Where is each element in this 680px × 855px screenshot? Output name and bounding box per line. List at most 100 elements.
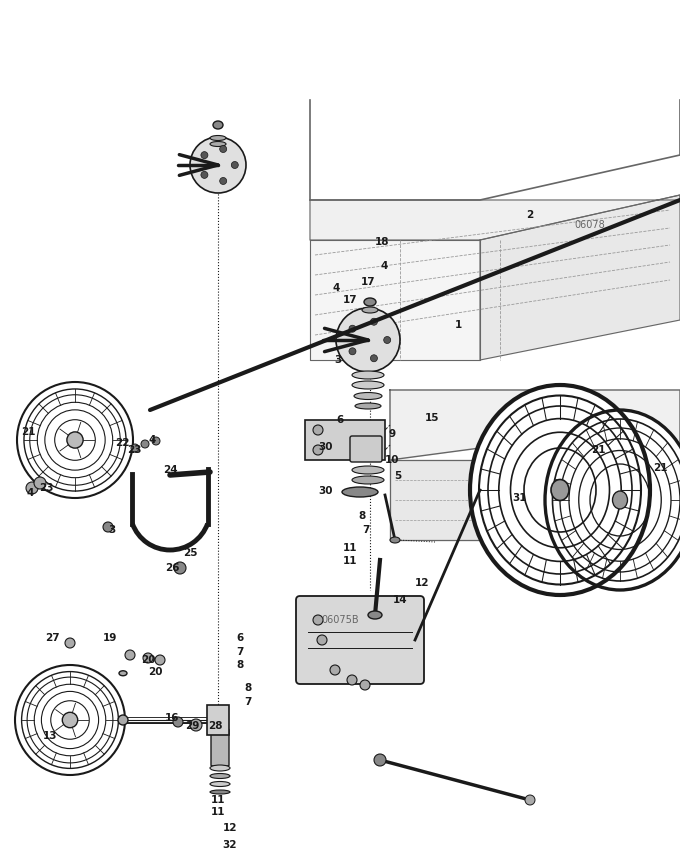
Ellipse shape xyxy=(210,790,230,794)
Circle shape xyxy=(220,145,226,152)
Text: 9: 9 xyxy=(388,429,396,439)
Circle shape xyxy=(63,712,78,728)
Text: 22: 22 xyxy=(115,438,129,448)
Ellipse shape xyxy=(119,671,127,675)
Text: 7: 7 xyxy=(362,525,370,535)
Circle shape xyxy=(174,562,186,574)
Circle shape xyxy=(525,795,535,805)
Text: 20: 20 xyxy=(141,655,155,665)
Text: 11: 11 xyxy=(343,556,357,566)
Text: 21: 21 xyxy=(653,463,667,473)
Text: 8: 8 xyxy=(244,683,252,693)
Circle shape xyxy=(118,715,128,725)
Circle shape xyxy=(347,675,357,685)
Text: 25: 25 xyxy=(183,548,197,558)
Ellipse shape xyxy=(352,381,384,389)
Circle shape xyxy=(201,151,208,159)
Text: 32: 32 xyxy=(223,840,237,850)
Text: 21: 21 xyxy=(591,445,605,455)
Text: 18: 18 xyxy=(375,237,389,247)
Circle shape xyxy=(103,522,113,532)
Text: 8: 8 xyxy=(237,660,243,670)
Ellipse shape xyxy=(210,141,226,146)
Circle shape xyxy=(220,178,226,185)
Text: 4: 4 xyxy=(333,283,340,293)
Circle shape xyxy=(349,325,356,333)
Circle shape xyxy=(371,355,377,362)
Ellipse shape xyxy=(364,298,376,306)
Text: 11: 11 xyxy=(211,807,225,817)
Text: 3: 3 xyxy=(108,525,116,535)
Text: 21: 21 xyxy=(21,427,35,437)
Circle shape xyxy=(349,348,356,355)
Ellipse shape xyxy=(362,307,378,313)
Ellipse shape xyxy=(213,121,223,129)
Polygon shape xyxy=(390,390,680,460)
Circle shape xyxy=(190,719,202,731)
Circle shape xyxy=(231,162,238,168)
Circle shape xyxy=(371,318,377,325)
Circle shape xyxy=(141,440,149,448)
Ellipse shape xyxy=(355,403,381,409)
Text: 3: 3 xyxy=(335,355,341,365)
Text: 23: 23 xyxy=(126,445,141,455)
Circle shape xyxy=(26,482,38,494)
Circle shape xyxy=(313,445,323,455)
Text: 12: 12 xyxy=(223,823,237,833)
Text: 20: 20 xyxy=(148,667,163,677)
Text: 11: 11 xyxy=(343,543,357,553)
Polygon shape xyxy=(310,195,680,240)
Text: 29: 29 xyxy=(185,721,199,731)
Ellipse shape xyxy=(352,371,384,379)
Circle shape xyxy=(131,444,139,452)
Ellipse shape xyxy=(210,774,230,779)
Text: 16: 16 xyxy=(165,713,180,723)
Text: 17: 17 xyxy=(360,277,375,287)
Text: 4: 4 xyxy=(380,261,388,271)
Ellipse shape xyxy=(354,392,382,399)
Ellipse shape xyxy=(352,476,384,484)
Text: 19: 19 xyxy=(103,633,117,643)
Ellipse shape xyxy=(210,765,230,771)
Text: 4: 4 xyxy=(148,435,156,445)
Text: 7: 7 xyxy=(237,647,243,657)
Circle shape xyxy=(374,754,386,766)
Circle shape xyxy=(152,437,160,445)
Polygon shape xyxy=(480,195,680,360)
Circle shape xyxy=(67,432,83,448)
Circle shape xyxy=(201,171,208,179)
Circle shape xyxy=(17,382,133,498)
Circle shape xyxy=(384,337,391,344)
Text: 1: 1 xyxy=(454,320,462,330)
Text: 23: 23 xyxy=(39,483,53,493)
Circle shape xyxy=(360,680,370,690)
Ellipse shape xyxy=(390,537,400,543)
Circle shape xyxy=(313,425,323,435)
Text: 7: 7 xyxy=(244,697,252,707)
Circle shape xyxy=(330,665,340,675)
Ellipse shape xyxy=(210,781,230,787)
Circle shape xyxy=(313,615,323,625)
Text: 17: 17 xyxy=(343,295,357,305)
Text: 26: 26 xyxy=(165,563,180,573)
Text: 30: 30 xyxy=(319,486,333,496)
Text: 31: 31 xyxy=(513,493,527,503)
Text: 30: 30 xyxy=(319,442,333,452)
Text: 5: 5 xyxy=(394,471,402,481)
Ellipse shape xyxy=(352,466,384,474)
Text: 8: 8 xyxy=(358,511,366,521)
FancyBboxPatch shape xyxy=(211,729,229,766)
Circle shape xyxy=(190,137,246,193)
Text: 11: 11 xyxy=(211,795,225,805)
Circle shape xyxy=(15,665,125,775)
Circle shape xyxy=(317,635,327,645)
Text: 2: 2 xyxy=(526,210,534,220)
Text: 28: 28 xyxy=(208,721,222,731)
Circle shape xyxy=(155,655,165,665)
Text: 14: 14 xyxy=(392,595,407,605)
Circle shape xyxy=(143,653,153,663)
Polygon shape xyxy=(310,240,480,360)
Text: 24: 24 xyxy=(163,465,177,475)
Circle shape xyxy=(173,717,183,727)
Circle shape xyxy=(65,638,75,648)
